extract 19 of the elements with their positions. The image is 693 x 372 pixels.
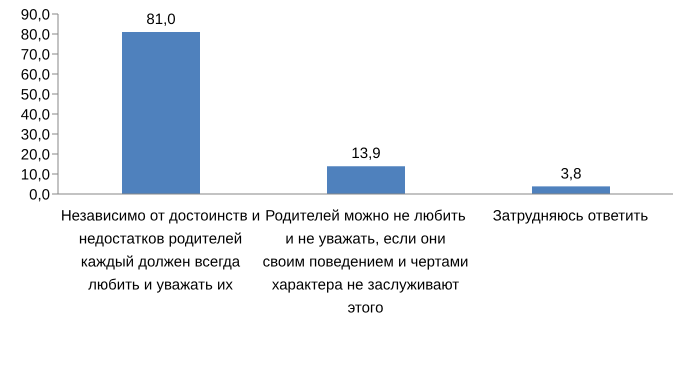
- y-tick-label: 40,0: [20, 106, 50, 124]
- y-tick-label: 0,0: [29, 186, 50, 204]
- data-label: 13,9: [351, 145, 381, 162]
- y-tick-label: 70,0: [20, 46, 50, 64]
- y-tick-label: 20,0: [20, 146, 50, 164]
- y-tick-label: 60,0: [20, 66, 50, 84]
- data-label: 81,0: [146, 11, 176, 28]
- x-tick-label: Родителей можно не любить и не уважать, если они своим поведением и чертами характера не заслуживают этого: [262, 208, 468, 317]
- bar: [122, 32, 200, 194]
- y-tick-label: 30,0: [20, 126, 50, 144]
- y-tick-label: 50,0: [20, 86, 50, 104]
- data-label: 3,8: [560, 165, 582, 182]
- y-tick-label: 80,0: [20, 26, 50, 44]
- y-tick-label: 10,0: [20, 166, 50, 184]
- x-tick-label: Независимо от достоинств и недостатков родителей каждый должен всегда любить и уважать их: [60, 208, 260, 294]
- bar: [532, 186, 610, 194]
- x-tick-label: Затрудняюсь ответить: [492, 208, 648, 225]
- y-tick-label: 90,0: [20, 6, 50, 24]
- bar: [327, 166, 405, 194]
